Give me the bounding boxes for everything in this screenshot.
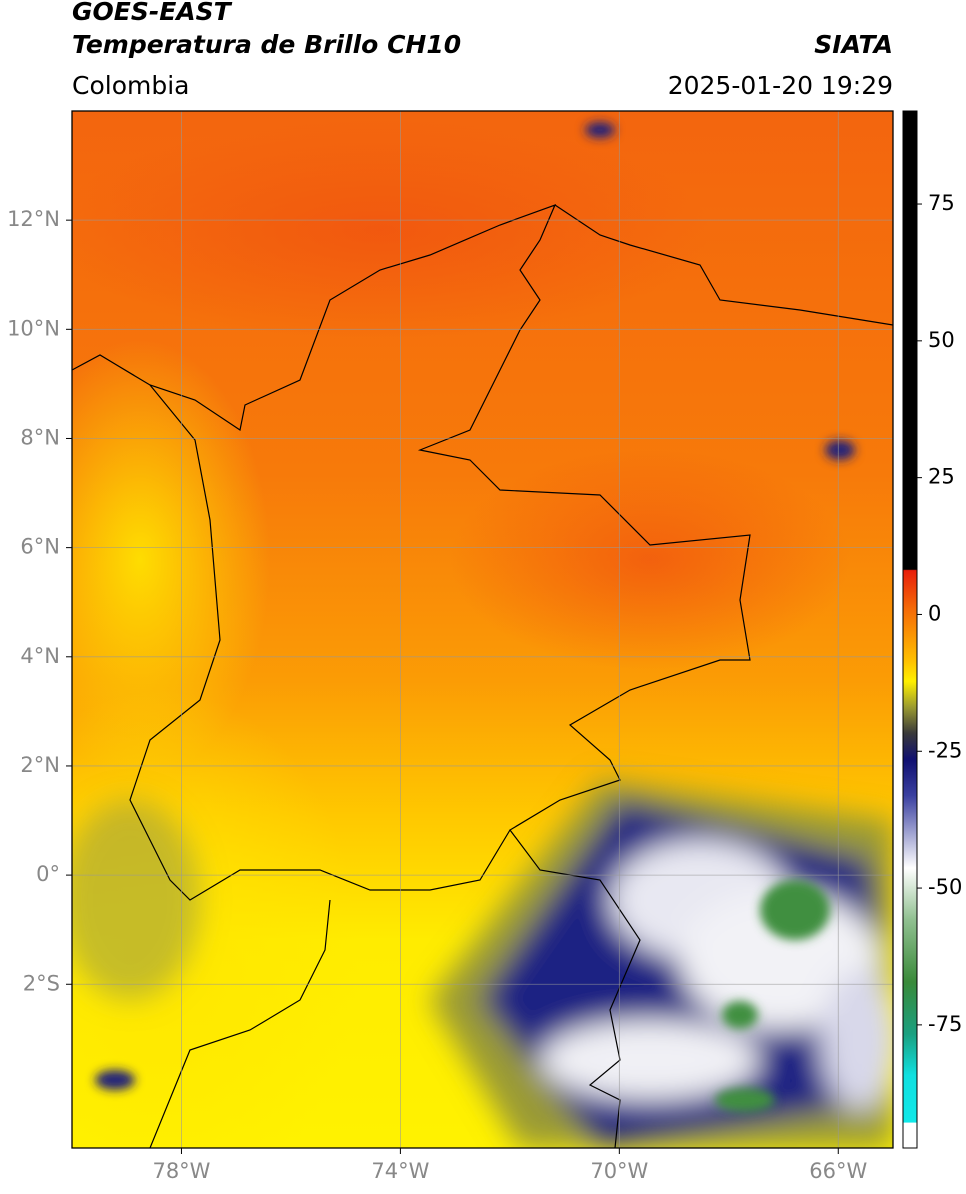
region: Colombia [72,71,189,100]
x-tick-label: 74°W [371,1159,429,1183]
subtitle: Temperatura de Brillo CH10 [72,30,461,59]
map-frame [71,110,894,1149]
x-tick-label: 70°W [590,1159,648,1183]
satellite-image [72,111,893,1148]
y-tick-label: 12°N [7,207,60,231]
colorbar-tick-label: -50 [928,875,962,899]
y-tick-label: 2°S [23,971,60,995]
y-tick-label: 4°N [20,644,60,668]
datetime: 2025-01-20 19:29 [668,71,893,100]
grid [72,111,893,1148]
colorbar-tick-label: -25 [928,738,962,762]
colorbar-tick-label: 50 [928,328,955,352]
y-tick-label: 10°N [7,316,60,340]
colorbar-tick-label: 0 [928,601,941,625]
y-tick-label: 6°N [20,535,60,559]
x-tick-label: 66°W [809,1159,867,1183]
y-tick-label: 0° [36,862,60,886]
colorbar-tick-label: -75 [928,1012,962,1036]
colorbar-tick-label: 25 [928,465,955,489]
colorbar-tick-label: 75 [928,191,955,215]
colorbar [902,110,918,1149]
y-tick-label: 8°N [20,425,60,449]
y-tick-label: 2°N [20,753,60,777]
x-tick-label: 78°W [152,1159,210,1183]
title: GOES-EAST [72,0,233,26]
source: SIATA [814,30,893,59]
